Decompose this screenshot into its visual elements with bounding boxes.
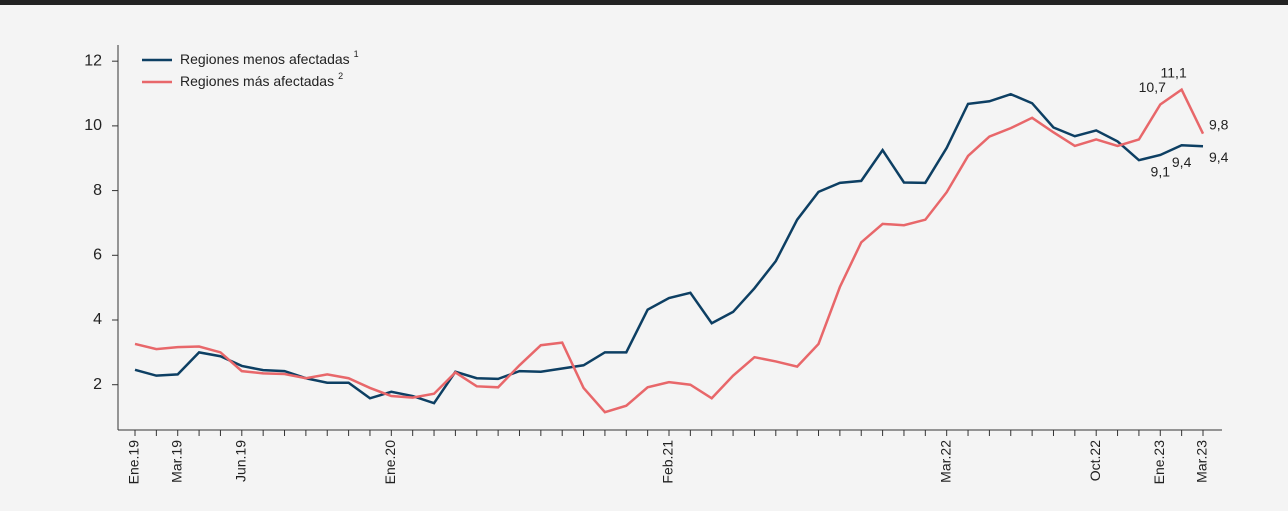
- value-label: 9,1: [1151, 164, 1171, 180]
- legend-footnote: 2: [338, 71, 343, 81]
- x-tick-label: Feb.21: [660, 440, 676, 484]
- value-label: 11,1: [1161, 64, 1187, 80]
- y-tick-label: 4: [93, 311, 102, 328]
- x-tick-label: Ene.19: [126, 440, 142, 485]
- y-tick-label: 10: [84, 117, 102, 134]
- top-rule: [0, 0, 1288, 5]
- x-tick-label: Mar.23: [1194, 440, 1210, 483]
- x-tick-label: Mar.19: [168, 440, 184, 483]
- x-tick-label: Oct.22: [1087, 440, 1103, 481]
- y-tick-label: 6: [93, 247, 102, 264]
- y-tick-label: 8: [93, 182, 102, 199]
- line: [134, 87, 1205, 414]
- y-tick-label: 12: [84, 52, 102, 69]
- value-label: 9,4: [1172, 154, 1192, 170]
- legend-label: Regiones menos afectadas 1: [180, 49, 359, 66]
- x-tick-label: Jun.19: [233, 440, 249, 482]
- legend-footnote: 1: [354, 49, 359, 59]
- line: [134, 92, 1204, 405]
- x-tick-label: Mar.22: [937, 440, 953, 483]
- value-label: 9,8: [1209, 116, 1229, 132]
- value-label: 9,4: [1209, 149, 1229, 165]
- y-tick-label: 2: [93, 376, 102, 393]
- x-tick-label: Ene.20: [382, 440, 398, 485]
- value-label: 10,7: [1139, 79, 1166, 95]
- x-tick-label: Ene.23: [1151, 440, 1167, 485]
- legend-name: Regiones más afectadas: [180, 73, 334, 89]
- legend-label: Regiones más afectadas 2: [180, 71, 343, 88]
- legend-name: Regiones menos afectadas: [180, 51, 350, 67]
